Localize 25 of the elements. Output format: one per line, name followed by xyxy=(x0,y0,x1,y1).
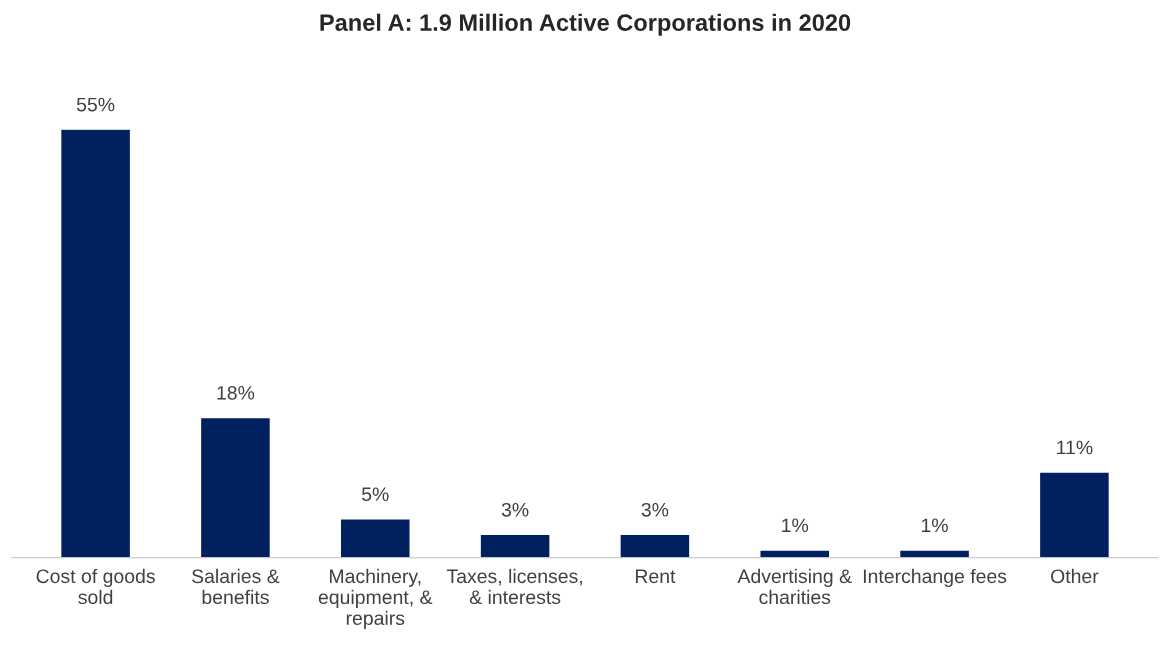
bar xyxy=(59,128,132,558)
x-tick-label: Interchange fees xyxy=(863,568,1007,587)
data-label: 3% xyxy=(641,502,669,517)
x-tick-label: Salaries & benefits xyxy=(192,568,280,605)
chart-title: Panel A: 1.9 Million Active Corporations in 2020 xyxy=(320,13,851,36)
bar xyxy=(1038,471,1111,558)
bar xyxy=(898,549,971,558)
data-label: 11% xyxy=(1057,440,1093,455)
x-tick-label: Advertising & charities xyxy=(737,568,852,605)
data-label: 1% xyxy=(922,518,948,533)
bar xyxy=(619,533,691,558)
bar xyxy=(199,416,272,558)
data-label: 18% xyxy=(217,386,255,400)
data-label: 5% xyxy=(361,487,389,502)
data-label: 55% xyxy=(76,97,115,112)
bar xyxy=(339,518,411,558)
x-tick-label: Rent xyxy=(635,569,676,584)
x-tick-label: Cost of goods sold xyxy=(36,568,155,605)
x-tick-label: Machinery, equipment, & repairs xyxy=(318,568,433,629)
x-tick-label: Taxes, licenses, & interests xyxy=(446,568,582,605)
x-tick-label: Other xyxy=(1051,568,1099,584)
data-label: 1% xyxy=(782,518,809,533)
bar xyxy=(479,533,551,558)
data-label: 3% xyxy=(501,502,529,517)
bar xyxy=(759,549,831,558)
